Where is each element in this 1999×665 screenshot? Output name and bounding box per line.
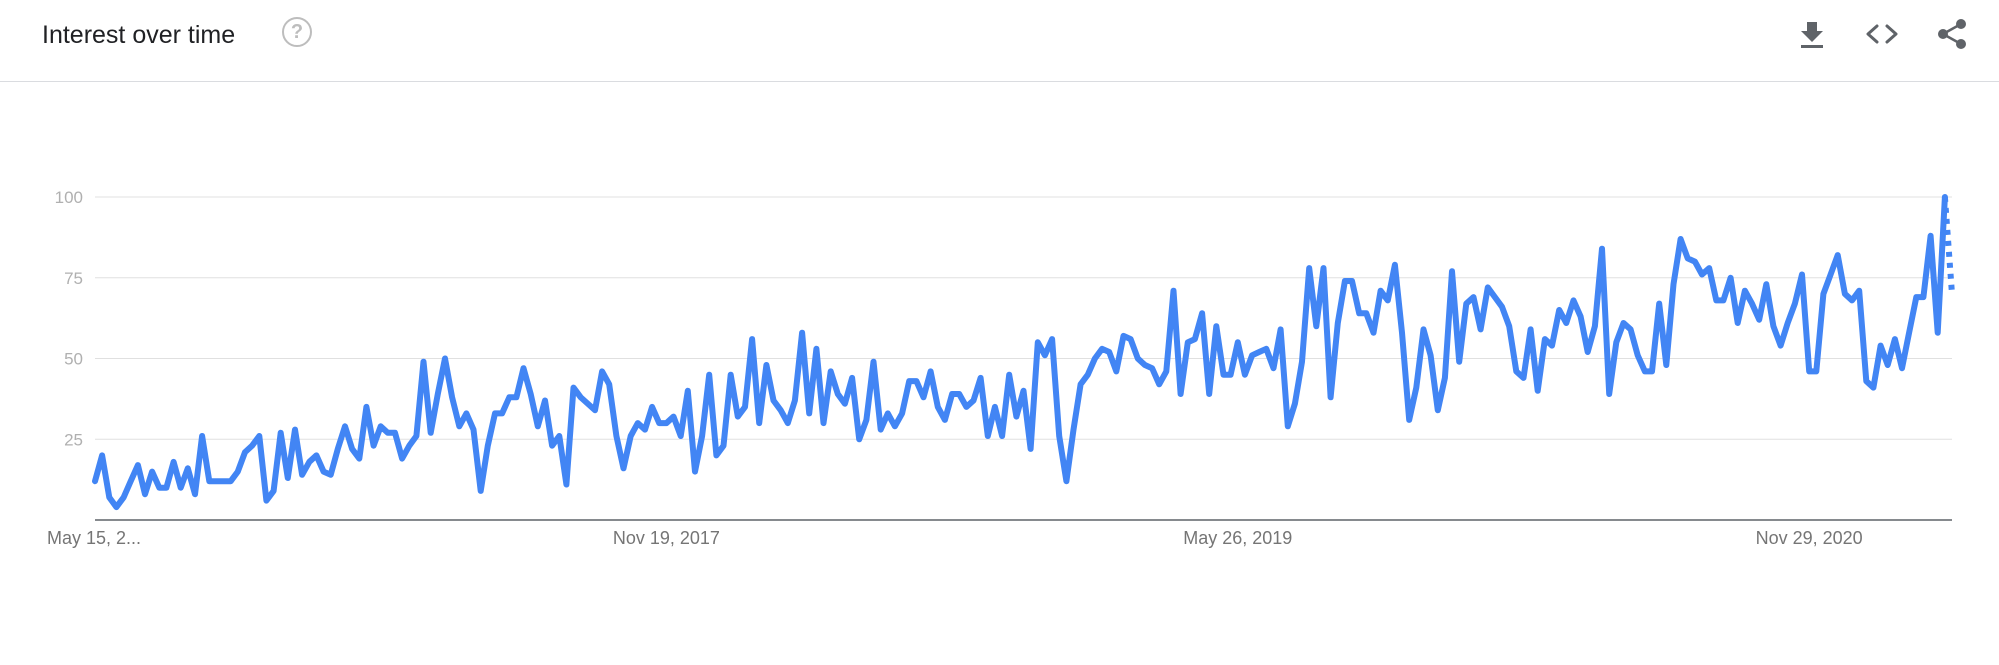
share-icon	[1934, 16, 1970, 52]
code-icon	[1864, 16, 1900, 52]
y-tick-label: 75	[64, 269, 83, 288]
chart-header: Interest over time ?	[0, 0, 1999, 82]
x-tick-label: May 26, 2019	[1183, 528, 1292, 548]
series-group	[95, 197, 1952, 507]
series-line-partial	[1945, 197, 1952, 294]
y-tick-label: 25	[64, 430, 83, 449]
chart-title: Interest over time	[42, 18, 235, 52]
x-tick-label: Nov 19, 2017	[613, 528, 720, 548]
download-button[interactable]	[1794, 16, 1830, 52]
download-icon	[1794, 16, 1830, 52]
y-tick-label: 50	[64, 350, 83, 369]
series-line	[95, 197, 1945, 507]
x-axis-ticks: May 15, 2... Nov 19, 2017 May 26, 2019 Nov …	[47, 528, 1863, 548]
x-tick-label: Nov 29, 2020	[1756, 528, 1863, 548]
y-axis-ticks: 25 50 75 100	[55, 188, 83, 449]
share-button[interactable]	[1934, 16, 1970, 52]
x-tick-label: May 15, 2...	[47, 528, 141, 548]
interest-over-time-chart: 25 50 75 100 May 15, 2... Nov 19, 2017 May 26…	[0, 150, 1999, 570]
y-tick-label: 100	[55, 188, 83, 207]
embed-button[interactable]	[1864, 16, 1900, 52]
help-circle-icon[interactable]: ?	[282, 17, 312, 47]
